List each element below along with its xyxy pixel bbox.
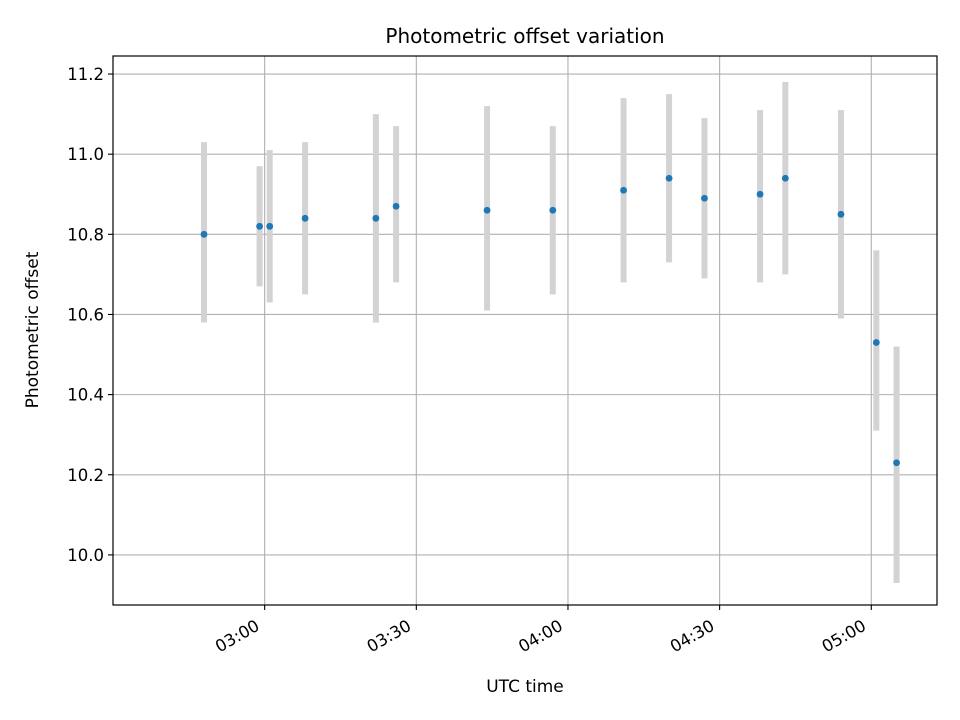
y-tick-label: 10.0: [67, 546, 104, 565]
data-point: [483, 206, 491, 214]
data-point: [301, 214, 309, 222]
data-point: [200, 230, 208, 238]
x-tick-label: 05:00: [819, 616, 870, 656]
y-tick-label: 10.2: [67, 466, 104, 485]
x-tick-label: 04:30: [667, 616, 718, 656]
data-point: [701, 194, 708, 202]
data-points: [200, 174, 900, 467]
y-axis-label: Photometric offset: [23, 251, 43, 408]
x-axis-ticks: 03:00 03:30 04:00 04:30 05:00: [212, 605, 872, 656]
grid-lines: [113, 56, 937, 605]
data-point: [620, 186, 627, 194]
data-point: [372, 214, 380, 222]
data-point: [756, 190, 764, 198]
data-point: [266, 222, 274, 230]
y-tick-label: 10.8: [67, 225, 104, 244]
y-tick-label: 10.4: [67, 386, 104, 405]
data-point: [781, 174, 789, 182]
error-bars: [200, 82, 900, 583]
x-tick-label: 03:00: [212, 616, 263, 656]
x-tick-label: 03:30: [364, 616, 415, 656]
data-point: [392, 202, 400, 210]
x-tick-label: 04:00: [515, 616, 566, 656]
data-point: [872, 339, 880, 346]
data-point: [665, 174, 673, 182]
x-axis-label: UTC time: [486, 677, 564, 697]
chart-title: Photometric offset variation: [385, 24, 664, 48]
y-axis-ticks: 10.0 10.2 10.4 10.6 10.8 11.0 11.2: [67, 65, 113, 565]
data-point: [549, 206, 557, 214]
plot-frame: [112, 55, 938, 606]
data-point: [893, 459, 900, 467]
y-tick-label: 11.0: [67, 145, 104, 164]
data-point: [256, 222, 264, 230]
data-point: [837, 210, 845, 218]
y-tick-label: 11.2: [67, 65, 104, 84]
y-tick-label: 10.6: [67, 305, 104, 324]
